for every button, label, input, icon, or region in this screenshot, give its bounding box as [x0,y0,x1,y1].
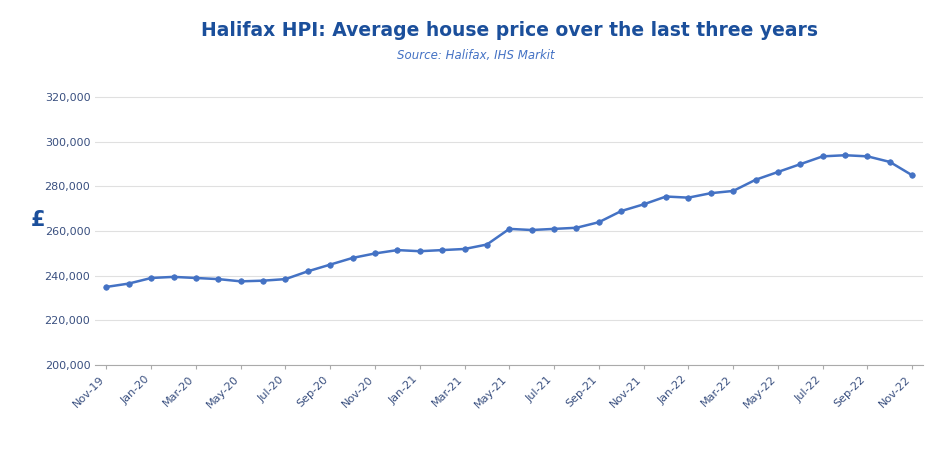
Text: Source: Halifax, IHS Markit: Source: Halifax, IHS Markit [397,49,555,62]
Y-axis label: £: £ [30,210,45,230]
Title: Halifax HPI: Average house price over the last three years: Halifax HPI: Average house price over th… [201,21,818,40]
